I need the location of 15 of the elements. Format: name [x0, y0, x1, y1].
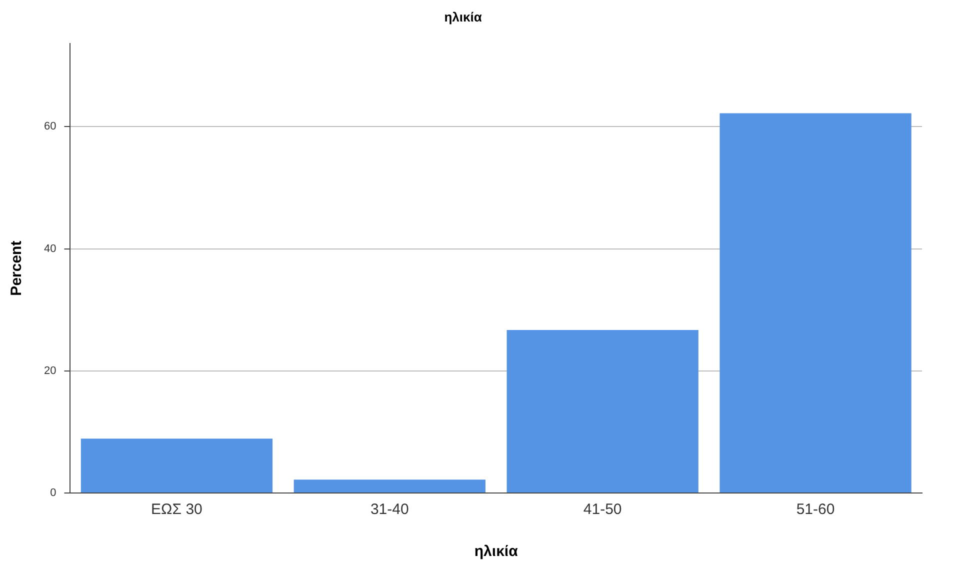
y-axis-title: Percent: [8, 240, 26, 296]
x-tick-label: 41-50: [583, 501, 622, 518]
chart-title: ηλικία: [444, 9, 482, 24]
bar: [294, 480, 486, 492]
y-tick-label: 40: [44, 242, 56, 255]
x-tick-label: 51-60: [796, 501, 835, 518]
y-tick-label: 20: [44, 364, 56, 377]
x-axis-title: ηλικία: [474, 543, 519, 560]
x-tick-label: 31-40: [370, 501, 409, 518]
bar: [80, 438, 273, 492]
y-tick-label: 0: [50, 487, 56, 500]
y-tick-label: 60: [44, 120, 56, 133]
x-tick-label: ΕΩΣ 30: [151, 501, 202, 518]
bar: [506, 330, 698, 492]
bar: [720, 113, 912, 492]
